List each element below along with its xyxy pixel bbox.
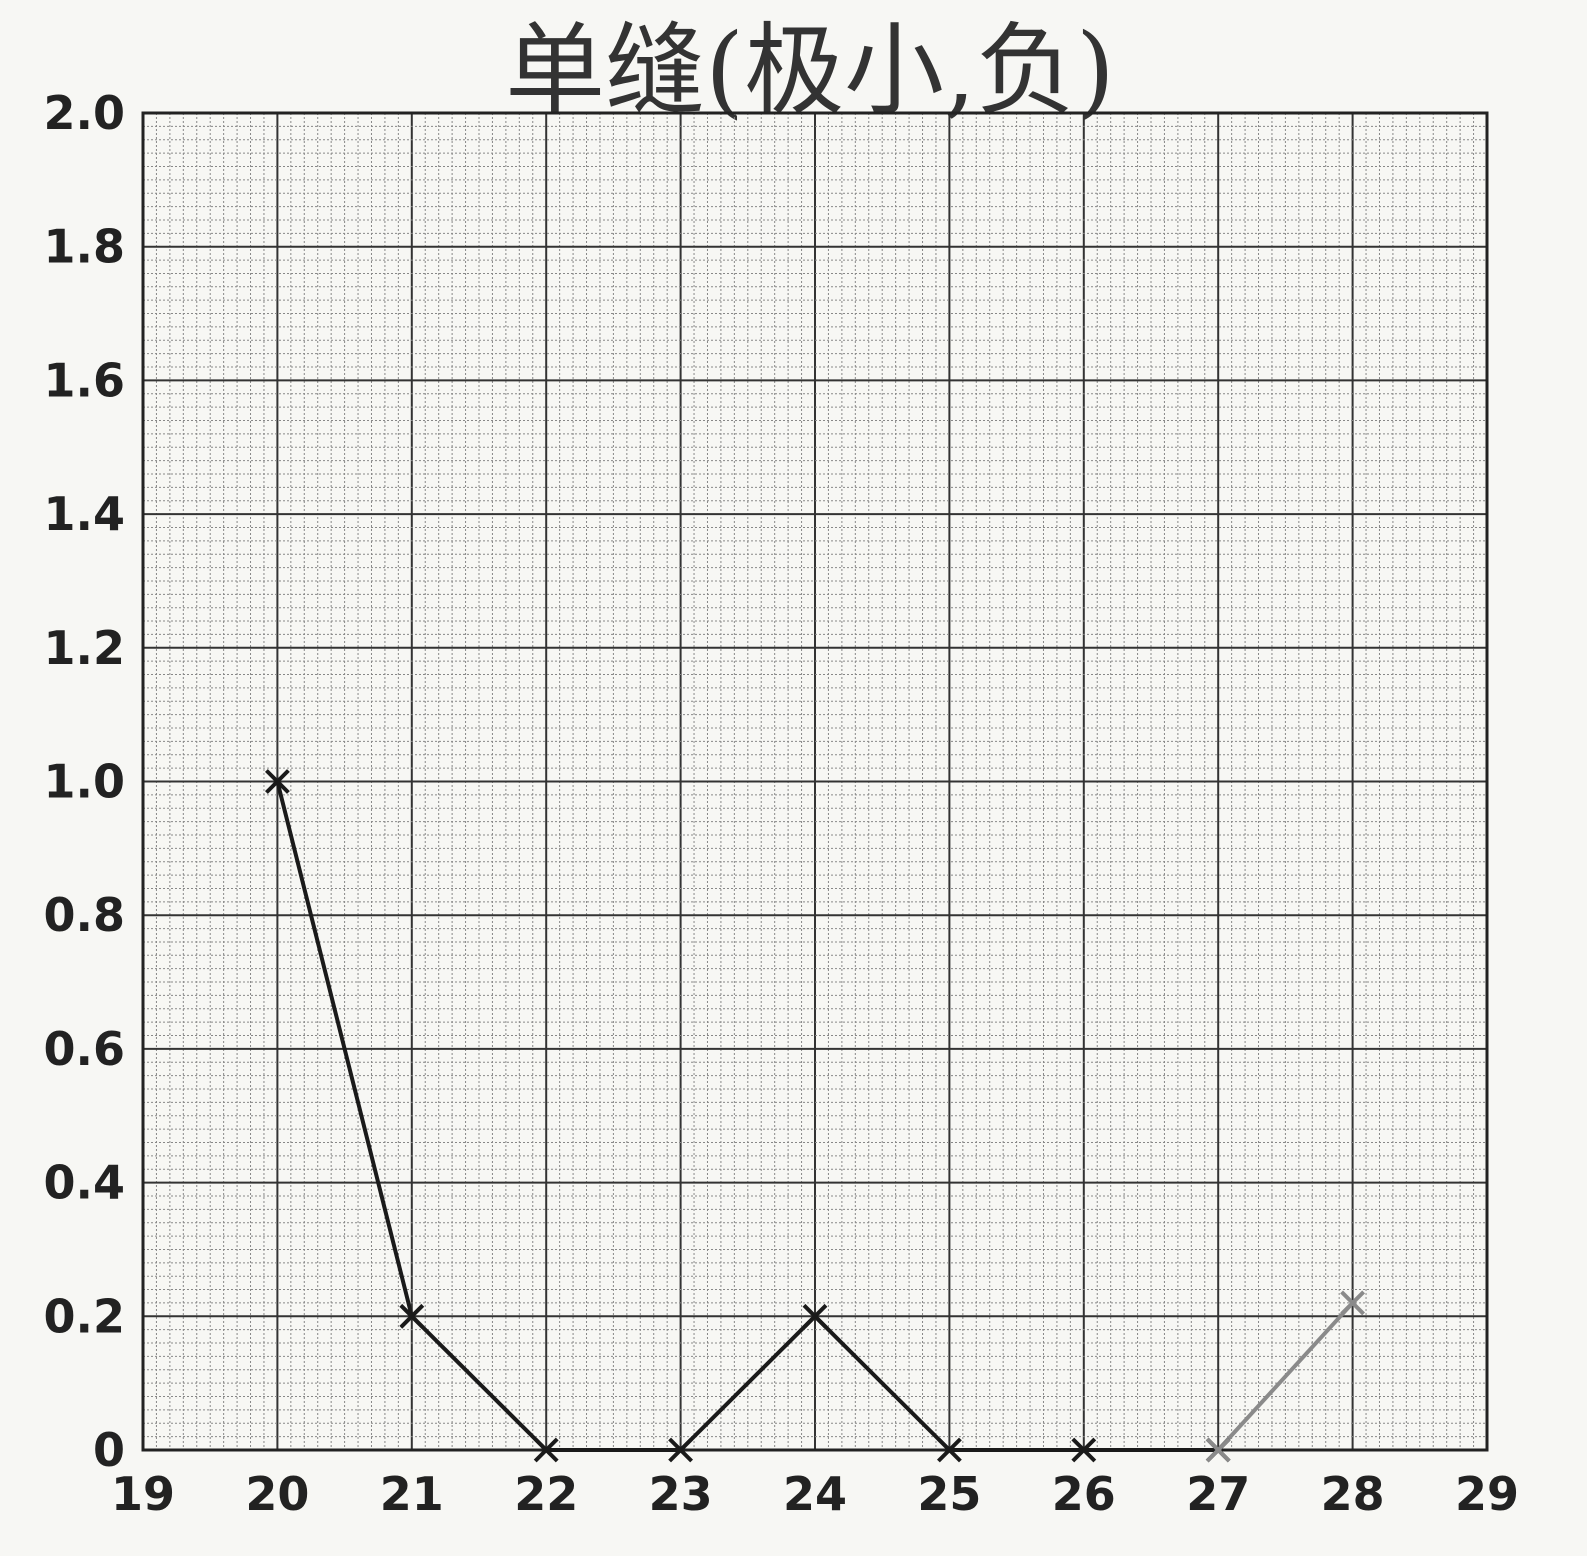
y-axis-tick-labels: 0 0.2 0.4 0.6 0.8 1.0 1.2 1.4 1.6 1.8 2.0 [44, 86, 126, 1477]
series-lines [275, 781, 1355, 1452]
y-tick-label: 1.2 [44, 621, 126, 675]
data-point-marker [533, 1437, 559, 1463]
marker-stroke [264, 769, 290, 794]
data-point-marker [802, 1303, 828, 1329]
chart-title: 单缝(极小,负) [505, 12, 1115, 129]
y-tick-label: 1.0 [44, 755, 126, 809]
data-point-marker [668, 1437, 694, 1463]
marker-stroke [399, 1303, 425, 1329]
marker-stroke [802, 1303, 828, 1329]
data-point-marker [399, 1303, 425, 1329]
x-tick-label: 19 [111, 1467, 175, 1521]
data-point-marker [1205, 1437, 1231, 1463]
x-tick-label: 21 [380, 1467, 444, 1521]
y-tick-label: 0.8 [44, 888, 126, 942]
marker-stroke [1205, 1437, 1231, 1463]
x-tick-label: 26 [1052, 1467, 1116, 1521]
marker-stroke [668, 1437, 694, 1463]
y-tick-label: 1.4 [44, 487, 126, 541]
marker-stroke [1071, 1437, 1097, 1463]
data-point-marker [1071, 1437, 1097, 1463]
y-tick-label: 0.2 [44, 1289, 126, 1343]
y-tick-label: 0 [93, 1423, 125, 1477]
x-tick-label: 20 [245, 1467, 309, 1521]
plot-border [141, 111, 1489, 1452]
x-tick-label: 25 [917, 1467, 981, 1521]
x-tick-label: 23 [649, 1467, 713, 1521]
series-line [1216, 1301, 1355, 1452]
x-tick-label: 29 [1455, 1467, 1519, 1521]
data-point-marker [264, 769, 290, 794]
plot-frame [141, 111, 1489, 1452]
y-tick-label: 0.4 [44, 1156, 126, 1210]
y-tick-label: 1.6 [44, 353, 126, 407]
data-point-marker [936, 1437, 962, 1463]
x-tick-label: 22 [514, 1467, 578, 1521]
x-tick-label: 24 [783, 1467, 847, 1521]
marker-stroke [936, 1437, 962, 1463]
marker-stroke [533, 1437, 559, 1463]
x-tick-label: 27 [1186, 1467, 1250, 1521]
y-tick-label: 0.6 [44, 1022, 126, 1076]
y-tick-label: 2.0 [44, 86, 126, 140]
y-tick-label: 1.8 [44, 220, 126, 274]
x-axis-tick-labels: 19 20 21 22 23 24 25 26 27 28 29 [111, 1467, 1519, 1521]
x-tick-label: 28 [1321, 1467, 1385, 1521]
data-point-marker [1340, 1290, 1366, 1316]
data-markers [264, 769, 1366, 1463]
series-line [275, 781, 1219, 1452]
marker-stroke [1340, 1290, 1366, 1316]
grid [142, 112, 1488, 1451]
